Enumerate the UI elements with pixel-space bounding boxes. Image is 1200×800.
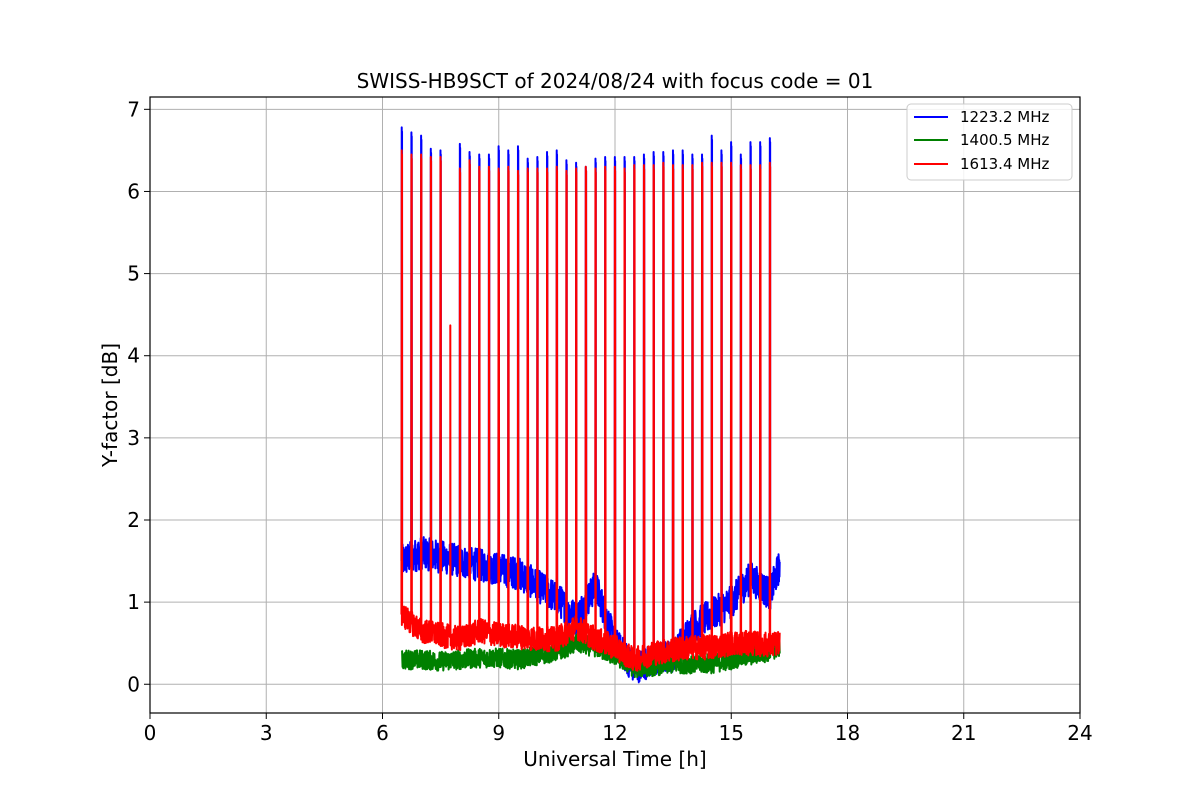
legend-label-1400: 1400.5 MHz: [960, 131, 1049, 149]
x-tick-label: 9: [492, 721, 505, 745]
x-tick-label: 12: [602, 721, 627, 745]
series-layer: [400, 126, 781, 684]
y-tick-label: 1: [127, 590, 140, 614]
x-axis-label: Universal Time [h]: [523, 747, 706, 771]
y-tick-label: 3: [127, 426, 140, 450]
y-tick-label: 5: [127, 262, 140, 286]
x-tick-label: 24: [1067, 721, 1092, 745]
series-line-1613-4-mhz: [400, 149, 781, 672]
x-tick-label: 0: [144, 721, 157, 745]
legend-label-1613: 1613.4 MHz: [960, 155, 1049, 173]
y-tick-label: 2: [127, 508, 140, 532]
y-tick-label: 4: [127, 344, 140, 368]
legend-box: [906, 103, 1073, 181]
x-tick-label: 3: [260, 721, 273, 745]
y-axis-label: Y-factor [dB]: [98, 343, 122, 468]
legend: 1223.2 MHz 1400.5 MHz 1613.4 MHz: [906, 103, 1073, 181]
legend-label-1223: 1223.2 MHz: [960, 108, 1049, 126]
y-tick-label: 0: [127, 672, 140, 696]
y-tick-label: 6: [127, 179, 140, 203]
x-tick-label: 21: [951, 721, 976, 745]
plot-area: [400, 126, 781, 684]
x-tick-label: 18: [835, 721, 860, 745]
series-line-1223-2-mhz: [400, 126, 781, 684]
chart-title: SWISS-HB9SCT of 2024/08/24 with focus co…: [357, 69, 874, 93]
x-tick-label: 6: [376, 721, 389, 745]
y-tick-label: 7: [127, 97, 140, 121]
x-tick-label: 15: [719, 721, 744, 745]
y-axis: 0 1 2 3 4 5 6 7: [127, 97, 150, 696]
x-axis: 0 3 6 9 12 15 18 21 24: [144, 713, 1093, 745]
